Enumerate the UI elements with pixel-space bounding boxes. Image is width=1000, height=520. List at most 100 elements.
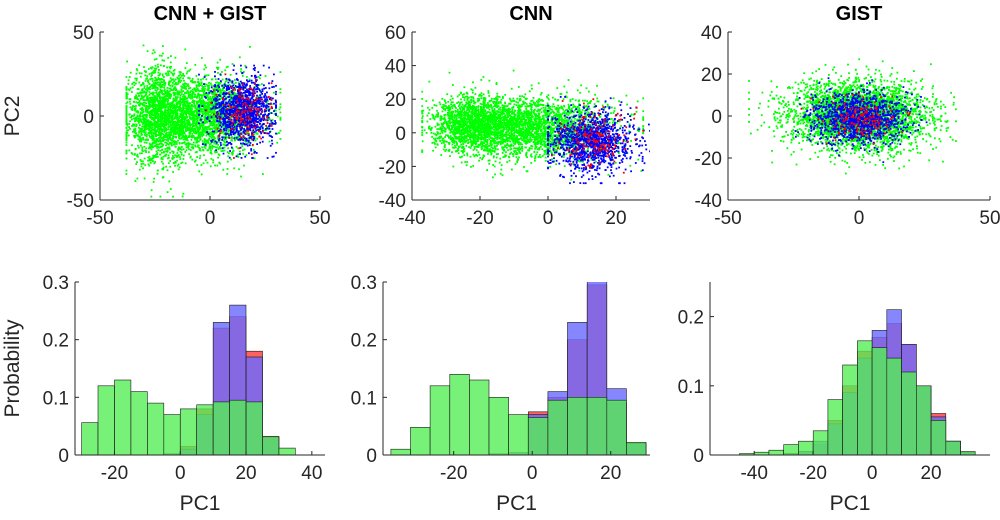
scatter-point [166,191,169,193]
scatter-point [255,105,258,107]
scatter-point [194,114,197,117]
scatter-point [146,87,149,89]
scatter-point [168,147,171,150]
scatter-point [269,131,271,133]
scatter-point [192,91,195,94]
scatter-point [125,109,128,112]
scatter-point [221,107,224,109]
scatter-point [247,97,250,99]
scatter-point [138,131,140,134]
scatter-point [225,138,227,141]
scatter-point [155,106,157,109]
scatter-point [174,56,177,59]
scatter-point [221,118,224,120]
scatter-point [155,122,158,124]
scatter-point [228,129,231,132]
scatter-point [187,76,190,79]
scatter-point [261,126,264,129]
scatter-point [147,79,149,82]
scatter-point [151,66,154,69]
scatter-point [148,134,151,137]
scatter-point [207,98,209,101]
scatter-point [159,88,162,91]
scatter-point [243,148,246,151]
scatter-point [146,50,149,53]
scatter-point [207,113,210,116]
scatter-point [225,106,227,109]
scatter-point [198,82,201,85]
scatter-point [139,124,141,126]
scatter-point [186,84,189,87]
scatter-point [204,126,207,129]
scatter-point [271,136,273,138]
scatter-point [126,60,128,63]
scatter-point [218,98,221,101]
scatter-point [141,123,144,126]
scatter-point [163,110,166,113]
scatter-point [266,102,268,105]
scatter-point [159,195,162,198]
scatter-point [183,105,186,107]
scatter-point [211,106,214,109]
scatter-point [160,100,163,102]
scatter-point [214,84,216,86]
scatter-point [168,143,170,146]
scatter-point [204,93,206,95]
scatter-point [176,132,179,135]
scatter-point [147,87,150,90]
scatter-point [196,95,199,98]
scatter-point [175,81,177,84]
scatter-point [193,122,196,125]
scatter-point [166,150,169,152]
scatter-point [206,85,209,88]
scatter-point [214,121,216,124]
scatter-point [157,66,159,68]
scatter-point [183,120,186,122]
scatter-point [145,141,148,144]
scatter-point [159,117,162,120]
scatter-point [165,121,168,124]
scatter-point [171,118,173,121]
scatter-point [170,95,172,97]
scatter-point [242,86,245,89]
scatter-point [182,106,185,109]
scatter-point [148,102,151,105]
scatter-point [259,126,261,129]
scatter-point [245,131,248,133]
scatter-point [201,96,203,99]
scatter-point [154,89,157,91]
scatter-point [175,83,177,86]
scatter-point [147,163,150,166]
scatter-point [226,111,228,114]
scatter-point [212,95,214,98]
scatter-point [228,88,230,91]
scatter-point [125,157,128,160]
scatter-point [158,110,161,113]
scatter-point [242,152,245,155]
scatter-point [204,111,206,114]
scatter-point [239,114,241,117]
scatter-point [212,98,215,101]
scatter-point [159,149,162,152]
scatter-point [192,141,195,144]
scatter-point [208,145,211,148]
scatter-point [142,138,145,141]
scatter-point [256,133,259,135]
scatter-point [237,130,240,133]
scatter-point [189,116,192,119]
scatter-point [275,100,277,103]
scatter-point [223,138,226,141]
scatter-point [204,114,207,116]
scatter-point [162,155,165,158]
scatter-point [161,132,164,135]
scatter-point [177,81,180,84]
scatter-point [201,131,204,134]
scatter-point [170,55,172,57]
scatter-point [151,105,154,108]
scatter-point [179,158,182,160]
scatter-point [164,83,167,85]
scatter-point [197,137,199,140]
scatter-point [218,94,220,96]
scatter-point [207,141,209,144]
